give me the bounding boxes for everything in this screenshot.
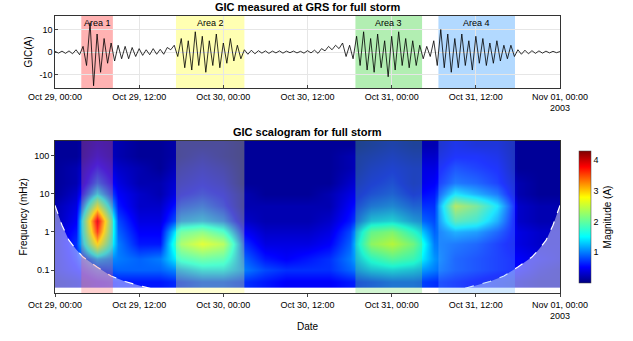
svg-text:10: 10	[42, 25, 52, 35]
svg-text:Magnitude (A): Magnitude (A)	[602, 186, 613, 249]
svg-text:Oct 29, 00:00: Oct 29, 00:00	[28, 300, 82, 310]
svg-text:Nov 01, 00:002003: Nov 01, 00:002003	[532, 300, 588, 322]
svg-text:Oct 30, 12:00: Oct 30, 12:00	[280, 92, 334, 102]
svg-text:100: 100	[34, 151, 49, 161]
svg-text:Nov 01, 00:002003: Nov 01, 00:002003	[532, 92, 588, 114]
svg-text:0.1: 0.1	[37, 265, 50, 275]
svg-text:0: 0	[47, 47, 52, 57]
svg-text:Area 2: Area 2	[197, 18, 224, 28]
svg-text:Oct 30, 00:00: Oct 30, 00:00	[196, 300, 250, 310]
svg-text:Oct 29, 12:00: Oct 29, 12:00	[112, 92, 166, 102]
svg-text:2: 2	[594, 217, 599, 227]
svg-text:GIC measured at GRS for full s: GIC measured at GRS for full storm	[215, 1, 400, 13]
svg-text:Oct 31, 12:00: Oct 31, 12:00	[449, 92, 503, 102]
svg-text:Oct 31, 00:00: Oct 31, 00:00	[365, 300, 419, 310]
svg-text:GIC scalogram for full storm: GIC scalogram for full storm	[233, 126, 382, 138]
svg-text:Area 4: Area 4	[463, 18, 490, 28]
svg-text:-10: -10	[39, 70, 52, 80]
svg-text:1: 1	[594, 247, 599, 257]
svg-text:1: 1	[44, 227, 49, 237]
svg-text:10: 10	[39, 189, 49, 199]
svg-text:Frequency (mHz): Frequency (mHz)	[18, 178, 29, 255]
svg-text:4: 4	[594, 155, 599, 165]
svg-text:Oct 30, 00:00: Oct 30, 00:00	[196, 92, 250, 102]
svg-text:Date: Date	[297, 321, 319, 332]
svg-text:Oct 29, 00:00: Oct 29, 00:00	[28, 92, 82, 102]
svg-text:Oct 31, 12:00: Oct 31, 12:00	[449, 300, 503, 310]
svg-text:Oct 30, 12:00: Oct 30, 12:00	[280, 300, 334, 310]
svg-text:Oct 31, 00:00: Oct 31, 00:00	[365, 92, 419, 102]
svg-text:3: 3	[594, 186, 599, 196]
svg-text:Area 3: Area 3	[375, 18, 402, 28]
svg-text:GIC(A): GIC(A)	[23, 36, 34, 67]
svg-text:Oct 29, 12:00: Oct 29, 12:00	[112, 300, 166, 310]
svg-text:Area 1: Area 1	[84, 18, 111, 28]
